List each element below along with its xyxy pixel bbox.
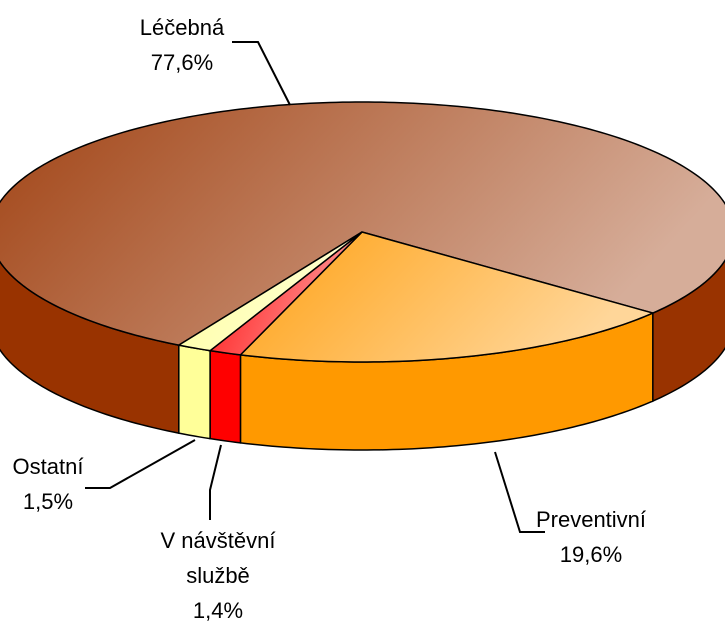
pie-slice — [238, 231, 656, 363]
leader-line — [232, 41, 291, 106]
slice-label: V návštěvní službě 1,4% — [153, 523, 283, 623]
leader-line — [494, 451, 545, 533]
value-label: 77,6% — [150, 50, 214, 75]
category-label: Léčebná — [139, 15, 225, 40]
category-label: V návštěvní službě — [160, 528, 276, 588]
slice-label: Léčebná 77,6% — [102, 10, 262, 80]
pie-slice — [176, 231, 363, 352]
pie-side — [209, 349, 242, 444]
value-label: 1,5% — [22, 489, 74, 514]
slice-label: Ostatní 1,5% — [0, 449, 108, 519]
value-label: 19,6% — [559, 542, 623, 567]
pie-side — [178, 344, 211, 440]
slice-label: Preventivní 19,6% — [511, 502, 671, 572]
category-label: Ostatní — [12, 454, 84, 479]
leader-lines — [85, 41, 545, 533]
pie-slice — [0, 101, 725, 346]
leader-line — [209, 444, 222, 520]
value-label: 1,4% — [192, 598, 244, 623]
leader-line — [85, 439, 196, 489]
pie-slice — [208, 231, 363, 356]
category-label: Preventivní — [535, 507, 647, 532]
